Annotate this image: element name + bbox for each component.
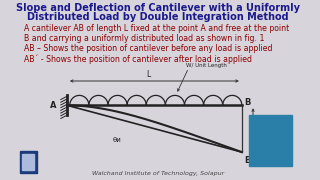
Bar [30,154,34,170]
Text: L: L [147,70,151,79]
Text: B: B [244,98,251,107]
Text: B´: B´ [244,156,255,165]
Text: Distributed Load by Double Integration Method: Distributed Load by Double Integration M… [27,12,289,22]
Text: Slope and Deflection of Cantilever with a Uniformly: Slope and Deflection of Cantilever with … [16,3,300,13]
Text: A cantilever AB of length L fixed at the point A and free at the point: A cantilever AB of length L fixed at the… [24,24,289,33]
Text: AB´ - Shows the position of cantilever after load is applied: AB´ - Shows the position of cantilever a… [24,54,252,64]
Bar [22,154,26,170]
Text: AB – Shows the position of cantilever before any load is applied: AB – Shows the position of cantilever be… [24,44,272,53]
Text: θᴎ: θᴎ [113,137,122,143]
Text: yᴀ: yᴀ [256,124,265,133]
Text: B and carrying a uniformly distributed load as shown in fig. 1: B and carrying a uniformly distributed l… [24,34,264,43]
Text: A: A [50,101,56,110]
Bar [26,154,30,170]
Text: W/ Unit Length: W/ Unit Length [186,62,227,68]
Text: Walchand Institute of Technology, Solapur: Walchand Institute of Technology, Solapu… [92,170,224,175]
Bar [20,151,37,173]
Bar [249,115,292,166]
